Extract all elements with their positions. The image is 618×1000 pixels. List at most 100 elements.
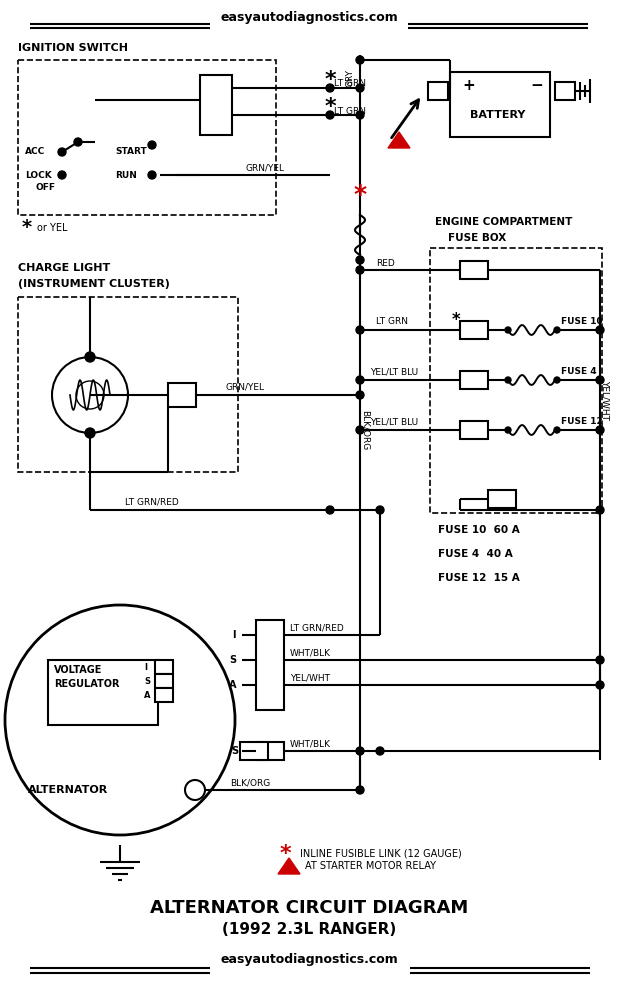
Bar [460, 371, 488, 389]
Text: A: A [229, 680, 236, 690]
Circle shape [554, 377, 560, 383]
Circle shape [376, 747, 384, 755]
Circle shape [505, 377, 511, 383]
Circle shape [356, 56, 364, 64]
Text: BLK/ORG: BLK/ORG [360, 410, 370, 450]
Circle shape [58, 148, 66, 156]
Text: CHARGE LIGHT: CHARGE LIGHT [18, 263, 110, 273]
Circle shape [356, 426, 364, 434]
Text: *: * [324, 97, 336, 117]
Text: ALTERNATOR CIRCUIT DIAGRAM: ALTERNATOR CIRCUIT DIAGRAM [150, 899, 468, 917]
Circle shape [356, 84, 364, 92]
Bar [155, 688, 173, 702]
Circle shape [356, 111, 364, 119]
Circle shape [376, 506, 384, 514]
Circle shape [356, 747, 364, 755]
Bar [428, 82, 448, 100]
Text: ALTERNATOR: ALTERNATOR [28, 785, 108, 795]
Text: *: * [353, 183, 366, 207]
Text: A: A [144, 692, 151, 700]
Circle shape [596, 656, 604, 664]
Text: ACC: ACC [25, 147, 45, 156]
Polygon shape [388, 132, 410, 148]
Text: LOCK: LOCK [25, 170, 52, 180]
Circle shape [85, 352, 95, 362]
Text: GRY: GRY [345, 69, 355, 87]
Text: FUSE 12: FUSE 12 [561, 418, 603, 426]
Text: *: * [452, 311, 460, 329]
Bar [555, 82, 575, 100]
Text: FUSE 4  40 A: FUSE 4 40 A [438, 549, 513, 559]
Text: −: − [530, 78, 543, 93]
Text: easyautodiagnostics.com: easyautodiagnostics.com [220, 11, 398, 24]
Text: IGNITION SWITCH: IGNITION SWITCH [18, 43, 128, 53]
Text: REGULATOR: REGULATOR [54, 679, 119, 689]
Text: FUSE BOX: FUSE BOX [448, 233, 506, 243]
Text: or YEL: or YEL [37, 223, 67, 233]
Circle shape [505, 427, 511, 433]
Circle shape [356, 376, 364, 384]
Bar [155, 674, 173, 688]
Text: *: * [22, 219, 32, 237]
Text: (INSTRUMENT CLUSTER): (INSTRUMENT CLUSTER) [18, 279, 170, 289]
Circle shape [596, 326, 604, 334]
Circle shape [505, 327, 511, 333]
Text: WHT/BLK: WHT/BLK [290, 740, 331, 748]
Text: YEL/WHT: YEL/WHT [290, 674, 330, 682]
Bar [168, 383, 196, 407]
Text: I: I [232, 630, 236, 640]
Text: YEL/LT BLU: YEL/LT BLU [370, 367, 418, 376]
Text: LT GRN: LT GRN [334, 106, 366, 115]
Circle shape [596, 506, 604, 514]
Circle shape [596, 426, 604, 434]
Text: VOLTAGE: VOLTAGE [54, 665, 103, 675]
Text: LT GRN/RED: LT GRN/RED [125, 497, 179, 506]
Text: *: * [324, 70, 336, 90]
Circle shape [356, 391, 364, 399]
Circle shape [356, 256, 364, 264]
Bar [256, 742, 284, 760]
Text: LT GRN/RED: LT GRN/RED [290, 624, 344, 633]
Text: BLK/ORG: BLK/ORG [230, 778, 270, 788]
Circle shape [148, 171, 156, 179]
Circle shape [326, 84, 334, 92]
Text: S: S [231, 746, 238, 756]
Bar [460, 321, 488, 339]
Circle shape [74, 138, 82, 146]
Text: FUSE 10  60 A: FUSE 10 60 A [438, 525, 520, 535]
Text: easyautodiagnostics.com: easyautodiagnostics.com [220, 954, 398, 966]
Text: RED: RED [376, 258, 395, 267]
Bar [430, 248, 602, 513]
Text: (1992 2.3L RANGER): (1992 2.3L RANGER) [222, 922, 396, 938]
Text: BATTERY: BATTERY [470, 110, 525, 120]
Bar [48, 660, 158, 725]
Text: START: START [115, 147, 146, 156]
Text: AT STARTER MOTOR RELAY: AT STARTER MOTOR RELAY [305, 861, 436, 871]
Text: RUN: RUN [115, 170, 137, 180]
Circle shape [356, 786, 364, 794]
Circle shape [85, 428, 95, 438]
Circle shape [356, 266, 364, 274]
Bar [256, 620, 284, 710]
Polygon shape [278, 858, 300, 874]
Bar [460, 421, 488, 439]
Text: ENGINE COMPARTMENT: ENGINE COMPARTMENT [435, 217, 572, 227]
Circle shape [554, 327, 560, 333]
Bar [18, 60, 276, 215]
Text: INLINE FUSIBLE LINK (12 GAUGE): INLINE FUSIBLE LINK (12 GAUGE) [300, 849, 462, 859]
Bar [488, 490, 516, 508]
Text: FUSE 10: FUSE 10 [561, 318, 603, 326]
Text: FUSE 4: FUSE 4 [561, 367, 596, 376]
Text: FUSE 12  15 A: FUSE 12 15 A [438, 573, 520, 583]
Text: LT GRN: LT GRN [376, 318, 408, 326]
Text: *: * [279, 844, 291, 864]
Bar [460, 261, 488, 279]
Circle shape [326, 111, 334, 119]
Text: YEL/WHT: YEL/WHT [601, 380, 609, 420]
Bar [200, 75, 232, 135]
Text: S: S [144, 678, 150, 686]
Bar [155, 660, 173, 674]
Circle shape [356, 326, 364, 334]
Text: OFF: OFF [35, 184, 55, 192]
Circle shape [596, 681, 604, 689]
